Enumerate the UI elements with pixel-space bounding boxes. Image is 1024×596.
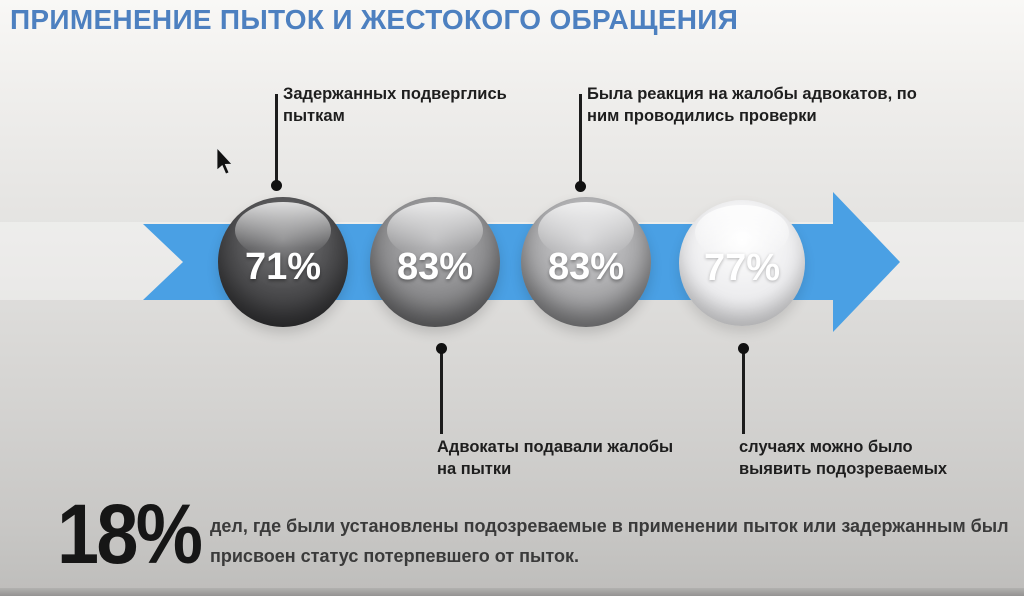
connector-dot-1 xyxy=(271,180,282,191)
connector-line-4 xyxy=(742,350,745,434)
stat-value-2: 83% xyxy=(396,245,474,288)
connector-line-2 xyxy=(440,350,443,434)
stat-sphere-4: 77% xyxy=(679,200,805,326)
stat-value-1: 71% xyxy=(244,245,322,288)
page-title: ПРИМЕНЕНИЕ ПЫТОК И ЖЕСТОКОГО ОБРАЩЕНИЯ xyxy=(10,4,739,35)
background-stripe xyxy=(0,222,1024,300)
callout-label-3: Была реакция на жалобы адвокатов, по ним… xyxy=(587,85,917,125)
connector-dot-2 xyxy=(436,343,447,354)
callout-label-1: Задержанных подверглись пыткам xyxy=(283,85,507,125)
footnote-value: 18% xyxy=(57,487,203,581)
bottom-edge-divider xyxy=(0,588,1024,596)
footnote-text: дел, где были установлены подозреваемые … xyxy=(210,516,1009,566)
connector-line-3 xyxy=(579,94,582,185)
stat-sphere-3: 83% xyxy=(521,197,651,327)
stat-sphere-1: 71% xyxy=(218,197,348,327)
callout-label-2: Адвокаты подавали жалобы на пытки xyxy=(437,438,674,478)
mouse-cursor-icon xyxy=(216,148,233,175)
connector-dot-3 xyxy=(575,181,586,192)
callout-label-4: случаях можно было выявить подозреваемых xyxy=(739,438,948,478)
stat-value-3: 83% xyxy=(547,245,625,288)
stat-value-4: 77% xyxy=(703,246,781,289)
connector-dot-4 xyxy=(738,343,749,354)
stat-sphere-2: 83% xyxy=(370,197,500,327)
connector-line-1 xyxy=(275,94,278,184)
